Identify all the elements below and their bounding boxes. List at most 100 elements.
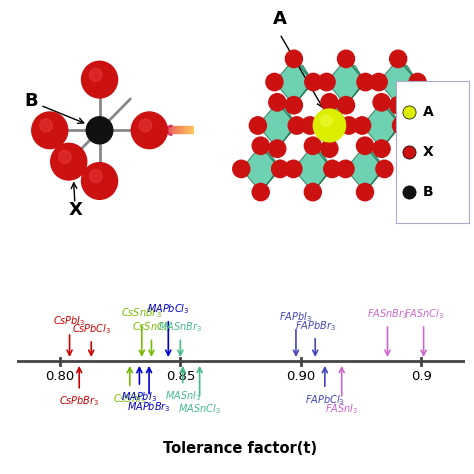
Polygon shape [327, 59, 365, 105]
Circle shape [304, 137, 321, 155]
Circle shape [356, 183, 374, 201]
Polygon shape [378, 102, 401, 126]
Circle shape [313, 109, 346, 142]
Polygon shape [362, 102, 401, 149]
Circle shape [90, 170, 102, 182]
Circle shape [373, 140, 390, 157]
Text: X: X [423, 145, 434, 159]
Circle shape [357, 73, 374, 91]
Text: CsSnI$_3$: CsSnI$_3$ [113, 392, 146, 406]
Polygon shape [326, 102, 349, 126]
Text: FAPbBr$_3$: FAPbBr$_3$ [295, 319, 336, 333]
Circle shape [305, 73, 322, 91]
Circle shape [285, 160, 302, 178]
Text: FAPbI$_3$: FAPbI$_3$ [279, 310, 312, 324]
Polygon shape [294, 77, 314, 105]
Circle shape [90, 68, 102, 81]
Polygon shape [382, 121, 402, 149]
Circle shape [288, 117, 305, 134]
Circle shape [249, 117, 266, 134]
Polygon shape [277, 121, 298, 149]
Text: MAPbBr$_3$: MAPbBr$_3$ [127, 400, 171, 414]
Circle shape [82, 163, 118, 200]
Circle shape [390, 50, 407, 68]
Circle shape [392, 117, 410, 134]
Text: 0.9: 0.9 [411, 370, 432, 383]
Polygon shape [310, 102, 349, 149]
Polygon shape [241, 146, 280, 192]
Circle shape [269, 140, 286, 157]
Polygon shape [261, 164, 281, 192]
Text: X: X [69, 201, 83, 219]
Point [405, 148, 413, 155]
Text: 0.90: 0.90 [286, 370, 315, 383]
Circle shape [390, 97, 407, 114]
Circle shape [340, 117, 357, 134]
Polygon shape [362, 146, 384, 169]
Text: CsPbCl$_3$: CsPbCl$_3$ [72, 323, 111, 337]
Polygon shape [343, 59, 365, 82]
Circle shape [131, 112, 167, 149]
Circle shape [337, 160, 354, 178]
Polygon shape [395, 59, 418, 82]
Circle shape [32, 112, 68, 149]
Polygon shape [329, 121, 350, 149]
Text: FAPbCl$_3$: FAPbCl$_3$ [305, 393, 345, 407]
Polygon shape [293, 146, 332, 192]
Polygon shape [313, 164, 333, 192]
Circle shape [324, 160, 341, 178]
Point [405, 108, 413, 116]
Text: A: A [423, 105, 434, 118]
Circle shape [318, 73, 335, 91]
Circle shape [59, 150, 71, 163]
Text: MASnBr$_3$: MASnBr$_3$ [158, 320, 202, 334]
Text: MASnI$_3$: MASnI$_3$ [164, 389, 201, 403]
Text: A: A [273, 10, 287, 28]
Text: B: B [423, 185, 433, 199]
Polygon shape [291, 59, 313, 82]
Circle shape [40, 119, 52, 132]
Text: FASnBr$_3$: FASnBr$_3$ [367, 307, 408, 321]
Text: CsPbI$_3$: CsPbI$_3$ [53, 315, 86, 328]
Circle shape [272, 160, 289, 178]
Circle shape [285, 97, 302, 114]
Circle shape [409, 73, 426, 91]
Circle shape [285, 50, 302, 68]
Polygon shape [257, 146, 280, 169]
Circle shape [376, 160, 393, 178]
Text: B: B [24, 92, 37, 110]
Circle shape [304, 183, 321, 201]
Text: MAPbCl$_3$: MAPbCl$_3$ [147, 302, 190, 316]
Polygon shape [310, 146, 332, 169]
Circle shape [252, 183, 269, 201]
Polygon shape [274, 102, 297, 126]
Circle shape [51, 143, 87, 180]
Polygon shape [365, 164, 385, 192]
Circle shape [266, 73, 283, 91]
Text: MASnCl$_3$: MASnCl$_3$ [178, 402, 221, 416]
Polygon shape [346, 146, 384, 192]
Polygon shape [258, 102, 297, 149]
Text: FASnCl$_3$: FASnCl$_3$ [403, 307, 444, 321]
Circle shape [356, 137, 374, 155]
Polygon shape [274, 59, 313, 105]
Circle shape [86, 117, 113, 144]
Circle shape [82, 61, 118, 98]
Circle shape [373, 94, 390, 111]
Text: FASnI$_3$: FASnI$_3$ [325, 402, 358, 416]
Text: 0.85: 0.85 [165, 370, 195, 383]
Circle shape [321, 94, 338, 111]
Circle shape [233, 160, 250, 178]
Circle shape [252, 137, 269, 155]
Circle shape [337, 97, 355, 114]
Circle shape [370, 73, 387, 91]
Polygon shape [398, 77, 419, 105]
Text: CsSnBr$_3$: CsSnBr$_3$ [121, 306, 162, 320]
Text: MAPbI$_3$: MAPbI$_3$ [121, 391, 157, 404]
Circle shape [139, 119, 152, 132]
Circle shape [301, 117, 319, 134]
Point [405, 188, 413, 195]
Polygon shape [379, 59, 418, 105]
Circle shape [269, 94, 286, 111]
Polygon shape [346, 77, 366, 105]
